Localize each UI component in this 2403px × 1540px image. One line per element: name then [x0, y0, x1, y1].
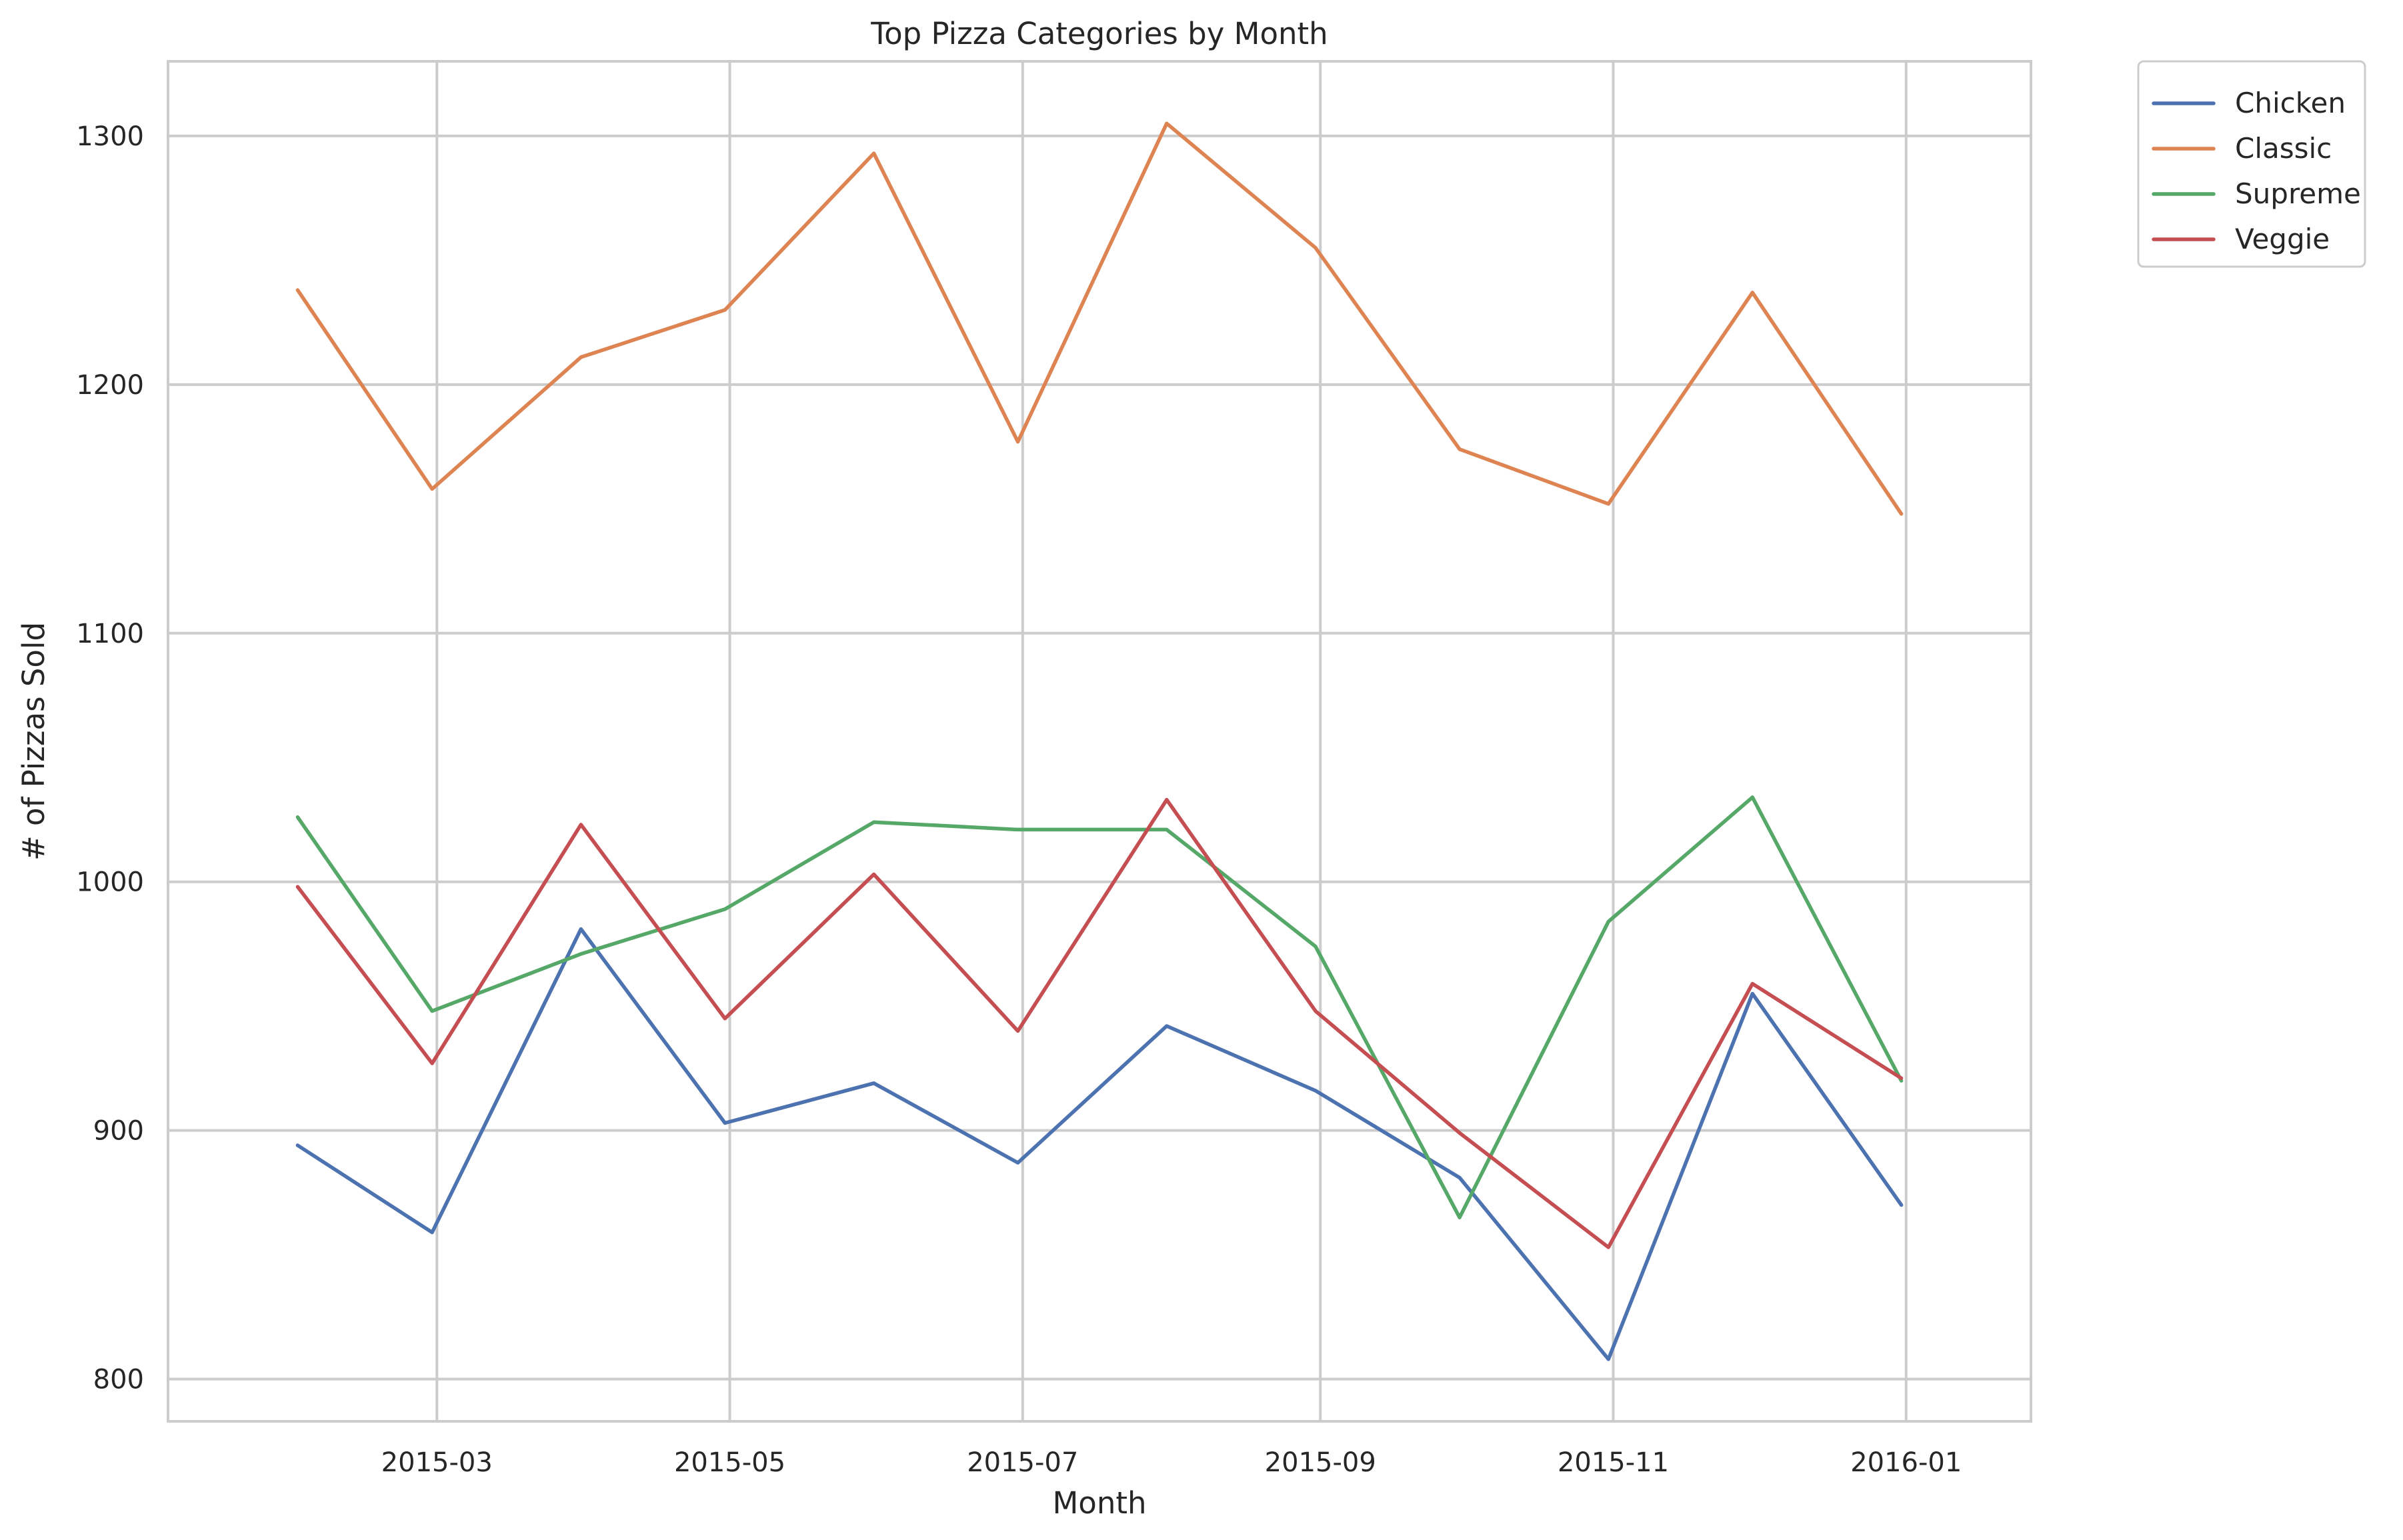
x-tick-label: 2015-05 [674, 1447, 785, 1478]
series-line-veggie [295, 797, 1904, 1249]
y-axis-label: # of Pizzas Sold [16, 622, 51, 861]
x-tick-label: 2015-03 [381, 1447, 493, 1478]
y-tick-label: 1000 [76, 867, 144, 898]
series-line-classic [295, 121, 1904, 516]
x-axis-label: Month [1052, 1485, 1146, 1521]
series-line-supreme [295, 795, 1904, 1219]
legend-label-veggie: Veggie [2235, 223, 2330, 255]
plot-area-frame [167, 60, 2032, 1423]
legend-label-classic: Classic [2235, 132, 2332, 165]
x-tick-label: 2015-11 [1558, 1447, 1669, 1478]
y-axis-ticks: 800 900 1000 1100 1200 1300 [76, 121, 144, 1395]
x-tick-label: 2015-09 [1265, 1447, 1376, 1478]
series-lines [295, 121, 1904, 1361]
x-tick-label: 2015-07 [967, 1447, 1078, 1478]
x-axis-ticks: 2015-03 2015-05 2015-07 2015-09 2015-11 2016-… [381, 1447, 1962, 1478]
grid-lines [168, 61, 2031, 1421]
series-line-chicken [295, 927, 1904, 1361]
y-tick-label: 1300 [76, 121, 144, 152]
y-tick-label: 1100 [76, 619, 144, 649]
legend-label-supreme: Supreme [2235, 177, 2361, 210]
legend-box [2137, 60, 2366, 268]
x-tick-label: 2016-01 [1850, 1447, 1962, 1478]
legend: Chicken Classic Supreme Veggie [2137, 60, 2366, 268]
y-tick-label: 1200 [76, 370, 144, 401]
y-tick-label: 800 [93, 1365, 144, 1395]
y-tick-label: 900 [93, 1116, 144, 1147]
legend-label-chicken: Chicken [2235, 87, 2346, 119]
chart-title: Top Pizza Categories by Month [870, 16, 1328, 51]
